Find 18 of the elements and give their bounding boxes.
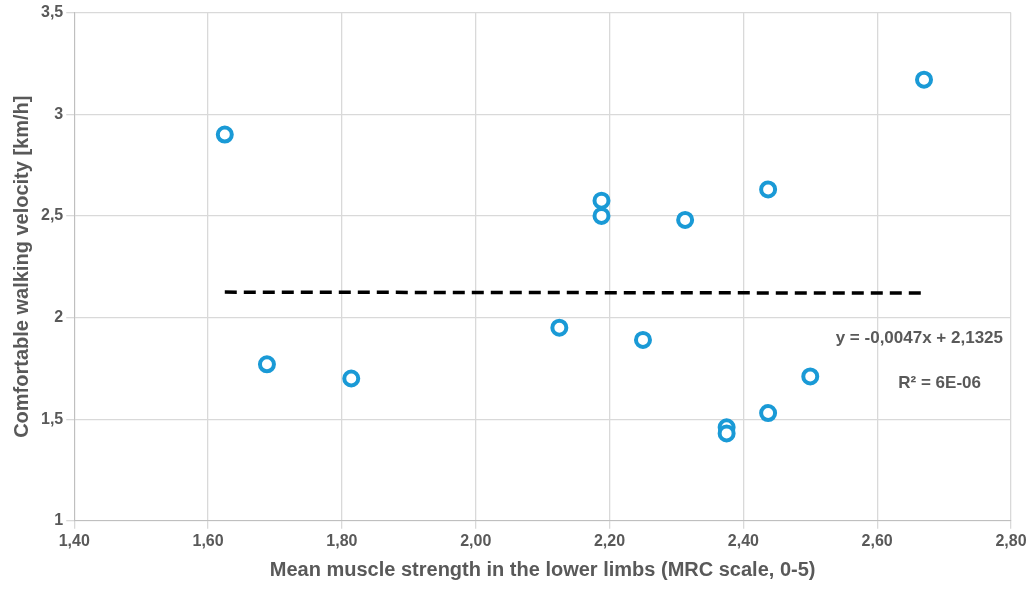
annotation: R² = 6E-06 (898, 372, 981, 392)
x-tick-label: 2,20 (593, 531, 626, 549)
y-tick-label: 1,5 (40, 409, 64, 427)
x-tick-label: 1,40 (58, 531, 90, 549)
x-axis-title: Mean muscle strength in the lower limbs (MRC scale, 0-5) (269, 557, 816, 580)
y-tick-label: 2 (54, 307, 64, 325)
x-tick-label: 1,60 (192, 531, 224, 549)
y-axis-title: Comfortable walking velocity [km/h] (9, 95, 32, 438)
y-tick-label: 1 (54, 511, 64, 529)
y-tick-label: 3,5 (40, 3, 64, 21)
x-tick-label: 2,60 (861, 531, 893, 549)
x-tick-label: 2,40 (727, 531, 760, 549)
x-tick-label: 2,00 (460, 531, 492, 549)
y-tick-label: 3 (54, 104, 64, 122)
x-tick-label: 1,80 (326, 531, 358, 549)
annotation: y = -0,0047x + 2,1325 (835, 327, 1003, 347)
x-tick-label: 2,80 (995, 531, 1027, 549)
y-tick-label: 2,5 (40, 206, 64, 224)
